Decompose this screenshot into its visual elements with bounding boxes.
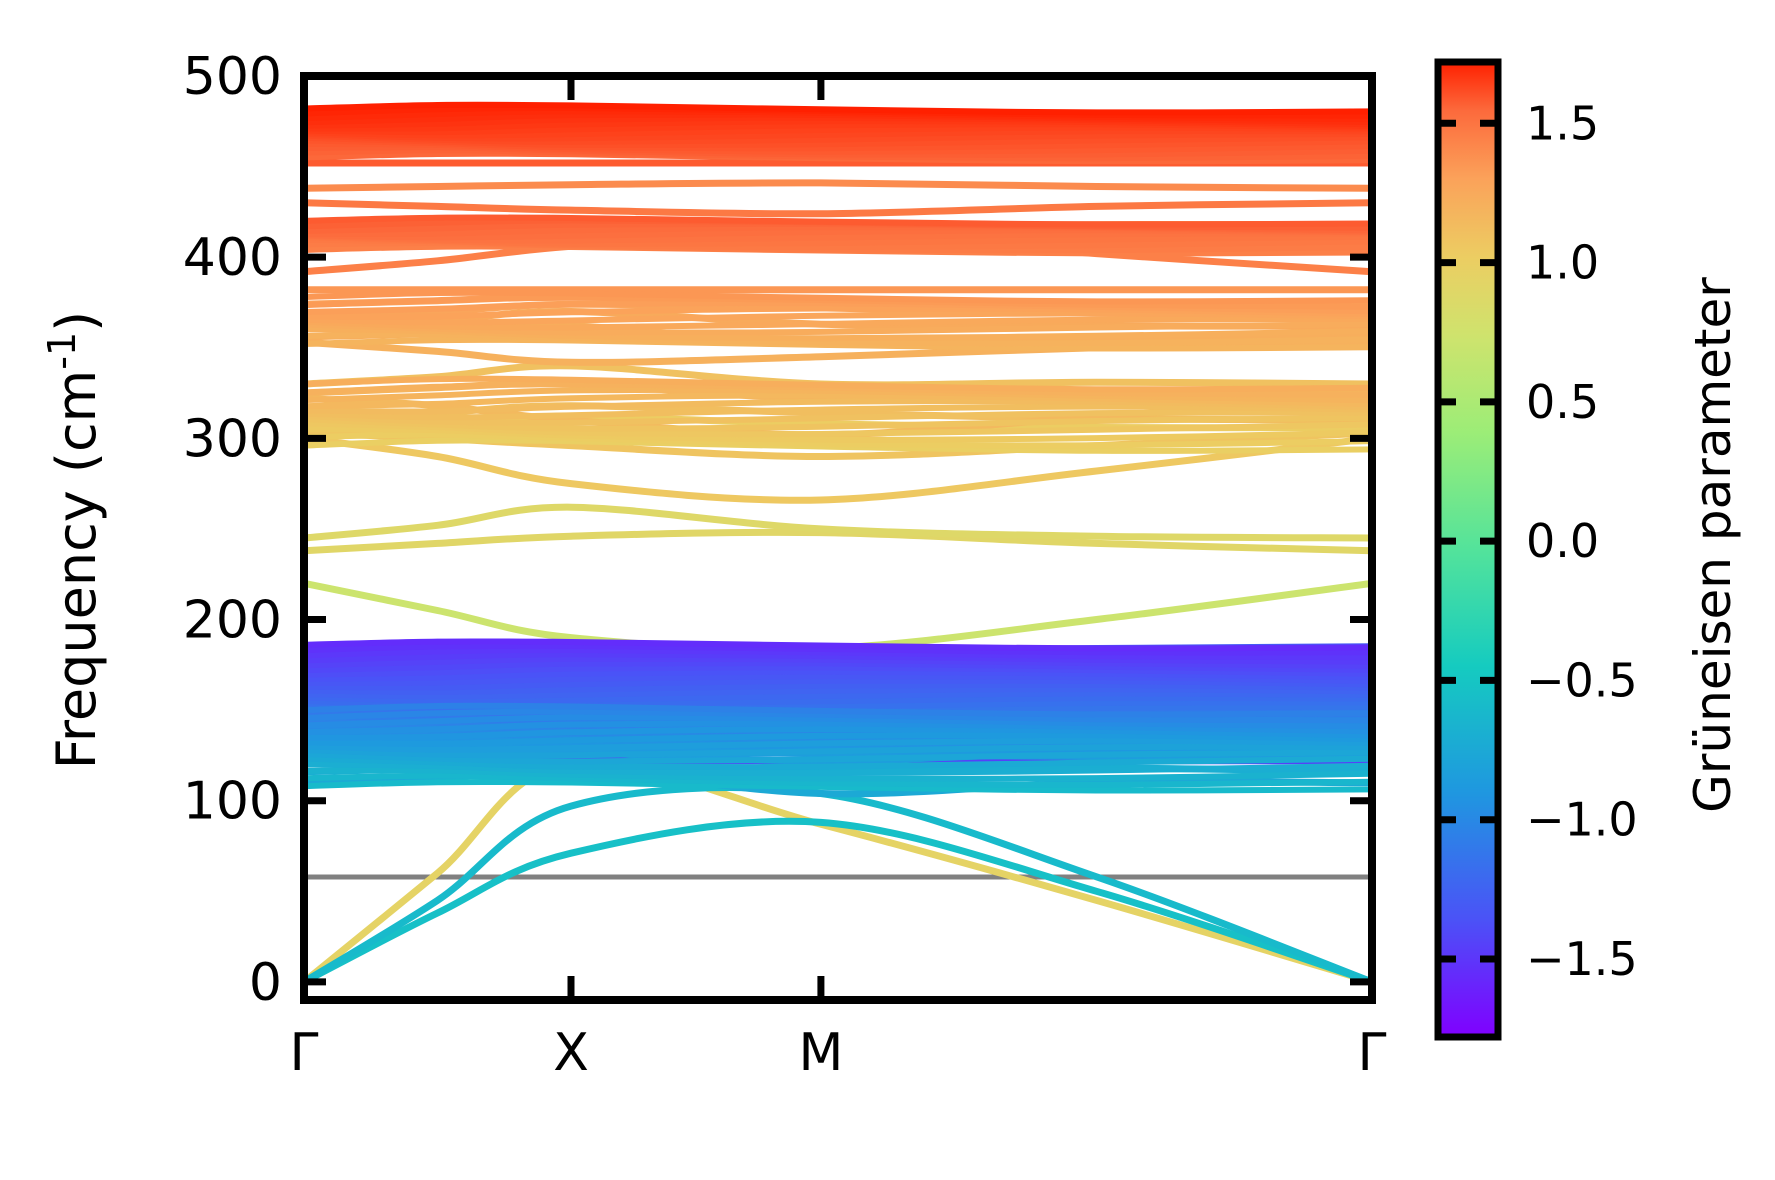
y-axis-label-exponent: -1 xyxy=(40,332,84,370)
colorbar-tick-label: 1.0 xyxy=(1526,236,1599,290)
band-curve xyxy=(304,664,1372,678)
band-curve xyxy=(304,426,1372,443)
y-tick-label: 0 xyxy=(249,953,282,1013)
band-curve xyxy=(304,714,1372,730)
band-curve xyxy=(304,772,1372,788)
band-curve xyxy=(304,289,1372,305)
band-curve xyxy=(304,638,1372,652)
band-curve xyxy=(304,681,1372,695)
band-curve xyxy=(304,409,1372,426)
band-curves-group xyxy=(304,101,1372,986)
x-tick-label: X xyxy=(553,1023,589,1083)
y-tick-label: 300 xyxy=(183,409,282,469)
y-axis-label-main: Frequency (cm xyxy=(45,370,108,770)
colorbar-label-text: Grüneisen parameter xyxy=(1684,277,1742,813)
x-tick-label: Γ xyxy=(290,1023,319,1083)
band-curve xyxy=(304,677,1372,691)
band-curve xyxy=(304,668,1372,682)
colorbar-tick-label: 0.0 xyxy=(1526,514,1599,568)
band-curve xyxy=(304,702,1372,718)
colorbar-ticks: 1.5 1.0 0.5 0.0 −0.5 −1.0 −1.5 xyxy=(1438,96,1638,986)
y-tick-label: 400 xyxy=(183,228,282,288)
band-curve xyxy=(304,431,1372,449)
band-curve xyxy=(304,761,1372,777)
band-curve xyxy=(304,101,1372,116)
colorbar-tick-label: −1.0 xyxy=(1526,793,1638,847)
y-tick-label: 500 xyxy=(183,47,282,107)
colorbar-tick-label: −1.5 xyxy=(1526,932,1638,986)
band-curve xyxy=(304,642,1372,656)
band-curve xyxy=(304,737,1372,753)
band-curve xyxy=(304,720,1372,736)
plot-frame xyxy=(300,72,1376,1004)
band-curve xyxy=(304,686,1372,700)
y-axis-label-tail: ) xyxy=(45,311,108,332)
band-curve xyxy=(304,784,1372,986)
band-curve xyxy=(304,403,1372,421)
y-tick-label: 100 xyxy=(183,772,282,832)
band-curve xyxy=(304,386,1372,404)
y-axis-ticks: 0 100 200 300 400 500 xyxy=(183,47,1372,1013)
band-curve xyxy=(304,310,1372,326)
colorbar-tick-label: 0.5 xyxy=(1526,375,1599,429)
band-curve xyxy=(304,199,1372,218)
band-curve xyxy=(304,708,1372,724)
band-curve xyxy=(304,690,1372,704)
band-curve xyxy=(304,375,1372,393)
band-curve xyxy=(304,767,1372,782)
band-curve xyxy=(304,817,1372,986)
colorbar-gradient xyxy=(1438,62,1498,1037)
y-axis-label: Frequency (cm-1) xyxy=(40,311,108,769)
svg-text:Frequency (cm-1): Frequency (cm-1) xyxy=(40,311,108,769)
x-tick-label: M xyxy=(798,1023,843,1083)
band-curve xyxy=(304,316,1372,331)
band-curve xyxy=(304,726,1372,741)
band-curve xyxy=(304,503,1372,542)
band-curve xyxy=(304,646,1372,661)
band-curve xyxy=(304,731,1372,747)
band-curve xyxy=(304,362,1372,389)
colorbar-frame xyxy=(1434,58,1502,1041)
band-curve xyxy=(304,778,1372,794)
colorbar-tick-label: −0.5 xyxy=(1526,653,1638,707)
y-tick-label: 200 xyxy=(183,591,282,651)
band-curve xyxy=(304,660,1372,674)
band-curve xyxy=(304,434,1372,504)
band-curve xyxy=(304,651,1372,665)
band-curve xyxy=(304,743,1372,759)
band-curve xyxy=(304,749,1372,765)
x-tick-label: Γ xyxy=(1358,1023,1387,1083)
band-curve xyxy=(304,179,1372,192)
band-curve xyxy=(304,331,1372,347)
band-curve xyxy=(304,655,1372,669)
band-curve xyxy=(304,528,1372,555)
band-curve xyxy=(304,673,1372,686)
band-curve xyxy=(304,755,1372,771)
band-curve xyxy=(304,214,1372,228)
colorbar-tick-label: 1.5 xyxy=(1526,96,1599,150)
colorbar-axis-label: Grüneisen parameter xyxy=(1684,277,1742,813)
band-curve xyxy=(304,758,1372,986)
